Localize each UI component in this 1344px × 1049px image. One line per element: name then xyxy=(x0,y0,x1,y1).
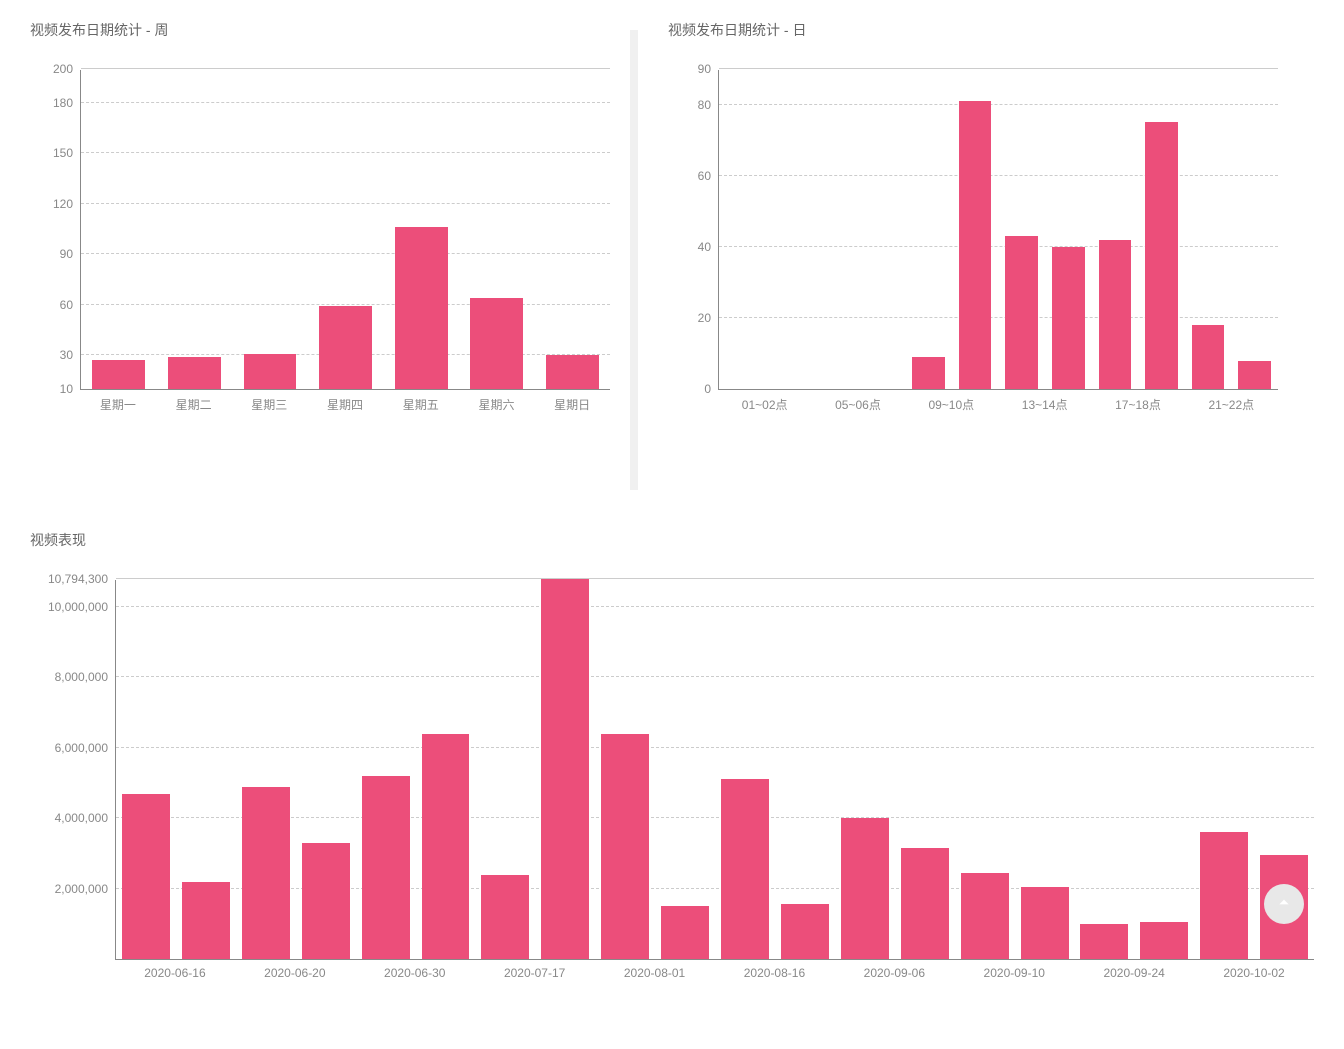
y-tick-label: 6,000,000 xyxy=(55,741,116,755)
y-tick-label: 200 xyxy=(53,62,81,76)
bar xyxy=(546,355,599,389)
bar xyxy=(1192,325,1225,389)
chart-week-panel: 视频发布日期统计 - 周 10306090120150180200 星期一星期二… xyxy=(30,20,630,490)
x-tick-label: 星期日 xyxy=(534,396,610,413)
x-tick-label: 2020-09-06 xyxy=(864,966,925,980)
bar xyxy=(901,848,949,959)
y-tick-label: 90 xyxy=(60,247,81,261)
bar xyxy=(1200,832,1248,959)
bar xyxy=(781,904,829,959)
x-tick-label: 星期三 xyxy=(231,396,307,413)
chart-week-wrap: 10306090120150180200 星期一星期二星期三星期四星期五星期六星… xyxy=(30,70,610,413)
bar xyxy=(92,360,145,389)
y-tick-label: 150 xyxy=(53,146,81,160)
x-tick-label: 2020-06-16 xyxy=(144,966,205,980)
x-tick-label: 2020-06-20 xyxy=(264,966,325,980)
bar xyxy=(122,794,170,959)
bar xyxy=(362,776,410,959)
bar xyxy=(959,101,992,389)
y-tick-label: 30 xyxy=(60,348,81,362)
y-tick-label: 0 xyxy=(704,382,719,396)
x-tick-label: 13~14点 xyxy=(998,396,1091,413)
chart-week-xlabels: 星期一星期二星期三星期四星期五星期六星期日 xyxy=(80,396,610,413)
bar xyxy=(601,734,649,959)
scroll-top-button[interactable] xyxy=(1264,884,1304,924)
y-tick-label: 60 xyxy=(60,298,81,312)
chart-perf-title: 视频表现 xyxy=(30,530,1314,550)
x-tick-label: 星期一 xyxy=(80,396,156,413)
chart-perf-panel: 视频表现 2,000,000 4,000,000 6,000,000 8,000,00… xyxy=(30,530,1314,984)
bar xyxy=(319,306,372,389)
bar xyxy=(1140,922,1188,959)
x-tick-label: 2020-07-17 xyxy=(504,966,565,980)
y-tick-label: 60 xyxy=(698,169,719,183)
x-tick-label: 星期四 xyxy=(307,396,383,413)
y-tick-label: 20 xyxy=(698,311,719,325)
bar xyxy=(481,875,529,959)
bar xyxy=(1099,240,1132,389)
y-tick-label: 8,000,000 xyxy=(55,670,116,684)
panel-divider xyxy=(630,30,638,490)
x-tick-label: 05~06点 xyxy=(811,396,904,413)
x-tick-label: 星期五 xyxy=(383,396,459,413)
y-tick-label: 10 xyxy=(60,382,81,396)
chart-week-area: 10306090120150180200 xyxy=(80,70,610,390)
chart-perf-area: 2,000,0004,000,0006,000,0008,000,00010,0… xyxy=(115,580,1314,960)
y-tick-label: 90 xyxy=(698,62,719,76)
x-tick-label: 2020-09-10 xyxy=(984,966,1045,980)
bar xyxy=(1080,924,1128,959)
x-tick-label: 2020-06-30 xyxy=(384,966,445,980)
chart-day-area: 02040608090 xyxy=(718,70,1278,390)
bar xyxy=(1021,887,1069,959)
y-tick-label: 180 xyxy=(53,96,81,110)
x-tick-label: 2020-08-16 xyxy=(744,966,805,980)
chart-day-xlabels: 01~02点05~06点09~10点13~14点17~18点21~22点 xyxy=(718,396,1278,413)
chart-week-title: 视频发布日期统计 - 周 xyxy=(30,20,610,40)
bar xyxy=(912,357,945,389)
x-tick-label: 2020-08-01 xyxy=(624,966,685,980)
x-tick-label: 01~02点 xyxy=(718,396,811,413)
bar xyxy=(721,779,769,959)
bar xyxy=(182,882,230,959)
bar xyxy=(395,227,448,389)
y-tick-label: 4,000,000 xyxy=(55,811,116,825)
bar xyxy=(302,843,350,959)
y-tick-label: 10,794,300 xyxy=(48,572,116,586)
x-tick-label: 21~22点 xyxy=(1185,396,1278,413)
bar xyxy=(244,354,297,389)
chevron-up-icon xyxy=(1277,895,1291,914)
chart-perf-wrap: 2,000,000 4,000,000 6,000,000 8,000,000 10,0… xyxy=(30,580,1314,984)
y-tick-label: 2,000,000 xyxy=(55,882,116,896)
bar xyxy=(841,818,889,959)
chart-day-wrap: 02040608090 01~02点05~06点09~10点13~14点17~1… xyxy=(668,70,1278,413)
bar xyxy=(470,298,523,389)
bar xyxy=(1145,122,1178,389)
y-tick-label: 40 xyxy=(698,240,719,254)
bar xyxy=(168,357,221,389)
bar xyxy=(541,579,589,959)
bar xyxy=(1238,361,1271,389)
x-tick-label: 2020-10-02 xyxy=(1223,966,1284,980)
bar xyxy=(422,734,470,959)
chart-perf-xlabels: 2020-06-16 2020-06-20 2020-06-30 2020-07-17… xyxy=(115,966,1314,984)
bar xyxy=(242,787,290,959)
y-tick-label: 10,000,000 xyxy=(48,600,116,614)
y-tick-label: 120 xyxy=(53,197,81,211)
x-tick-label: 17~18点 xyxy=(1091,396,1184,413)
bar xyxy=(1005,236,1038,389)
x-tick-label: 星期二 xyxy=(156,396,232,413)
bar xyxy=(961,873,1009,959)
x-tick-label: 09~10点 xyxy=(905,396,998,413)
y-tick-label: 80 xyxy=(698,98,719,112)
x-tick-label: 星期六 xyxy=(459,396,535,413)
chart-day-title: 视频发布日期统计 - 日 xyxy=(668,20,1278,40)
chart-day-panel: 视频发布日期统计 - 日 02040608090 01~02点05~06点09~… xyxy=(638,20,1278,490)
x-tick-label: 2020-09-24 xyxy=(1103,966,1164,980)
bar xyxy=(1052,247,1085,389)
bar xyxy=(661,906,709,959)
